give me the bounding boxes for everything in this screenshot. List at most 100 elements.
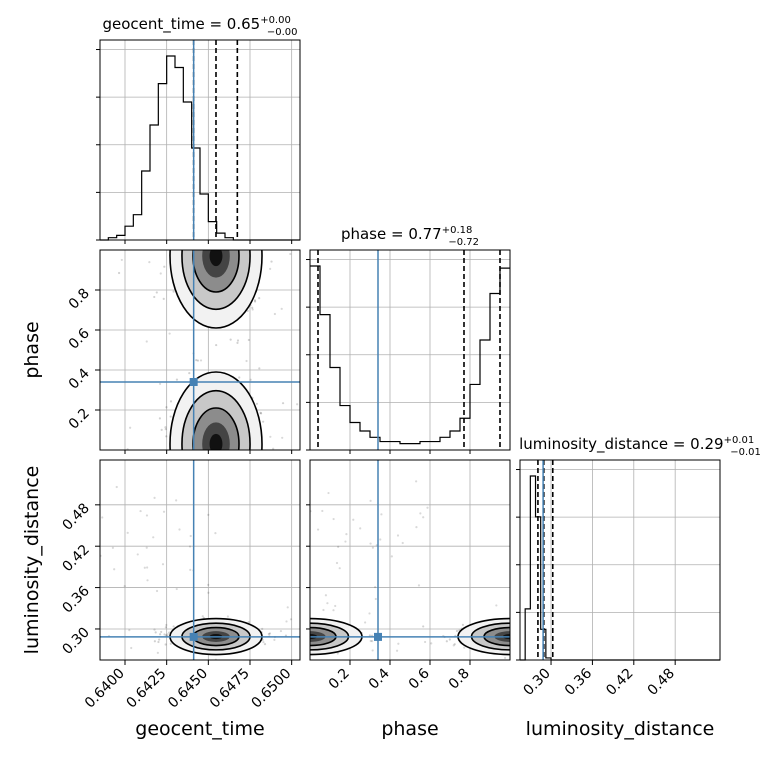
- y-tick-label: 0.42: [59, 542, 92, 575]
- scatter-point: [207, 457, 209, 459]
- scatter-point: [304, 635, 306, 637]
- histogram-step-phase: [310, 265, 510, 445]
- x-tick-label: 0.30: [521, 666, 554, 699]
- scatter-point: [155, 589, 159, 593]
- scatter-point: [214, 243, 216, 245]
- panel-hist-geocent_time: geocent_time = 0.65+0.00 −0.00: [96, 15, 301, 241]
- scatter-point: [289, 618, 293, 621]
- panel-background: [310, 250, 510, 450]
- scatter-point: [191, 452, 193, 454]
- scatter-point: [210, 242, 212, 244]
- scatter-point: [215, 343, 218, 347]
- scatter-point: [512, 633, 514, 635]
- scatter-point: [136, 553, 139, 556]
- scatter-point: [307, 630, 309, 632]
- scatter-point: [214, 532, 217, 535]
- scatter-point: [194, 246, 196, 248]
- panel-hist-phase: phase = 0.77+0.18 −0.72: [306, 225, 511, 451]
- scatter-point: [307, 630, 309, 632]
- y-axis-label-luminosity_distance: luminosity_distance: [21, 466, 43, 655]
- scatter-point: [216, 451, 218, 453]
- scatter-point: [139, 509, 142, 513]
- scatter-point: [303, 631, 305, 633]
- scatter-point: [175, 378, 179, 381]
- scatter-point: [511, 632, 513, 634]
- scatter-point: [364, 621, 367, 624]
- scatter-point: [513, 647, 515, 649]
- scatter-point: [306, 632, 308, 634]
- scatter-point: [123, 584, 126, 588]
- scatter-point: [301, 641, 303, 643]
- scatter-point: [369, 542, 372, 545]
- scatter-point: [401, 541, 404, 545]
- scatter-point: [99, 241, 101, 243]
- scatter-point: [269, 435, 272, 438]
- scatter-point: [174, 245, 176, 247]
- scatter-point: [208, 456, 210, 458]
- scatter-point: [165, 406, 168, 409]
- scatter-point: [301, 357, 303, 359]
- scatter-point: [220, 242, 222, 244]
- scatter-point: [307, 626, 309, 628]
- scatter-point: [273, 638, 276, 641]
- histogram-title-luminosity_distance: luminosity_distance = 0.29+0.01 −0.01: [519, 435, 760, 458]
- scatter-point: [304, 628, 306, 630]
- scatter-point: [515, 628, 517, 630]
- scatter-point: [415, 480, 418, 483]
- scatter-point: [152, 536, 155, 539]
- scatter-point: [512, 643, 514, 645]
- scatter-point: [422, 516, 425, 519]
- scatter-point: [301, 631, 303, 633]
- scatter-point: [303, 641, 305, 643]
- scatter-point: [514, 637, 516, 639]
- joint-content: [99, 241, 304, 459]
- scatter-point: [398, 664, 400, 666]
- scatter-point: [199, 455, 201, 457]
- y-tick-label: 0.6: [66, 325, 93, 352]
- y-tick-label: 0.4: [66, 365, 93, 392]
- scatter-point: [485, 667, 487, 669]
- scatter-point: [143, 566, 146, 569]
- scatter-point: [236, 339, 240, 342]
- scatter-point: [160, 630, 163, 634]
- scatter-point: [221, 457, 223, 459]
- scatter-point: [210, 244, 212, 246]
- scatter-point: [518, 638, 520, 640]
- scatter-point: [303, 631, 305, 633]
- scatter-point: [154, 631, 157, 634]
- scatter-point: [495, 604, 498, 607]
- scatter-point: [267, 632, 270, 636]
- scatter-point: [390, 555, 393, 558]
- scatter-point: [158, 382, 162, 385]
- scatter-point: [304, 639, 306, 641]
- scatter-point: [304, 638, 306, 640]
- scatter-point: [153, 295, 156, 299]
- scatter-point: [128, 629, 131, 632]
- scatter-point: [380, 513, 383, 516]
- scatter-point: [514, 648, 516, 650]
- scatter-point: [216, 454, 218, 456]
- contour-fill: [209, 433, 223, 450]
- x-tick-label: 0.8: [446, 666, 473, 693]
- scatter-point: [163, 265, 166, 268]
- scatter-point: [302, 362, 304, 364]
- scatter-point: [153, 640, 156, 643]
- scatter-point: [162, 297, 165, 300]
- scatter-point: [120, 258, 123, 262]
- scatter-point: [304, 636, 306, 638]
- scatter-point: [153, 496, 156, 500]
- scatter-point: [146, 579, 149, 582]
- scatter-point: [453, 643, 456, 646]
- scatter-point: [371, 649, 374, 652]
- scatter-point: [156, 651, 159, 654]
- scatter-point: [249, 378, 252, 381]
- scatter-point: [515, 636, 517, 638]
- scatter-point: [164, 626, 167, 629]
- scatter-point: [216, 247, 218, 249]
- scatter-point: [115, 485, 118, 489]
- scatter-point: [189, 568, 192, 572]
- scatter-point: [419, 512, 422, 515]
- scatter-point: [415, 526, 418, 529]
- scatter-point: [255, 402, 259, 405]
